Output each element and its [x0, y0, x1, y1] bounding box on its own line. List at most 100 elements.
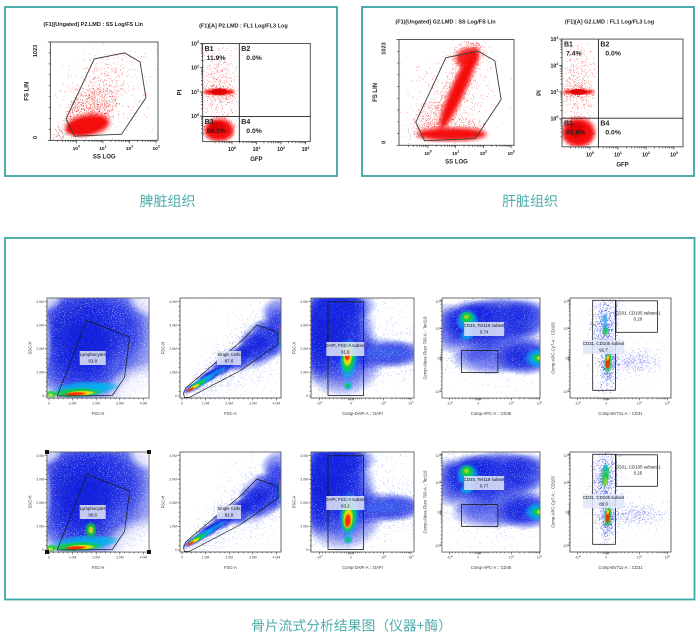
- svg-text:Comp-DAPI-A :: DAPI: Comp-DAPI-A :: DAPI: [342, 565, 383, 570]
- svg-text:0.20: 0.20: [634, 317, 643, 322]
- svg-text:PI: PI: [537, 90, 543, 96]
- svg-text:102: 102: [480, 150, 487, 157]
- svg-text:FSC-A: FSC-A: [224, 565, 237, 570]
- svg-text:-104: -104: [435, 390, 442, 394]
- svg-text:B3: B3: [564, 121, 573, 128]
- svg-text:100: 100: [73, 145, 80, 152]
- svg-text:88.1%: 88.1%: [207, 128, 226, 135]
- svg-text:91.8: 91.8: [225, 513, 234, 518]
- svg-text:GFP: GFP: [250, 157, 262, 163]
- svg-text:101: 101: [551, 89, 559, 96]
- svg-text:1.0M: 1.0M: [300, 371, 308, 375]
- svg-text:(F1)[A] P2.LMD : FL1 Log/FL3 L: (F1)[A] P2.LMD : FL1 Log/FL3 Log: [199, 24, 288, 30]
- svg-text:4.0M: 4.0M: [36, 454, 44, 458]
- svg-text:100: 100: [551, 115, 559, 122]
- svg-text:-104: -104: [575, 401, 582, 405]
- svg-text:100: 100: [191, 113, 199, 120]
- svg-text:0: 0: [175, 394, 177, 398]
- svg-text:2.0M: 2.0M: [300, 347, 308, 351]
- svg-text:FS LIN: FS LIN: [24, 82, 30, 101]
- svg-text:102: 102: [551, 62, 559, 69]
- svg-text:0.0%: 0.0%: [246, 55, 261, 62]
- svg-text:DAPI, FSC-A subset: DAPI, FSC-A subset: [325, 497, 366, 502]
- svg-text:101: 101: [253, 146, 261, 153]
- svg-text:FSC-H: FSC-H: [161, 342, 166, 355]
- svg-text:Comp-DAPI-A :: DAPI: Comp-DAPI-A :: DAPI: [342, 411, 383, 416]
- svg-text:1.0M: 1.0M: [36, 525, 44, 529]
- svg-text:Comp-APC-A :: CD45: Comp-APC-A :: CD45: [471, 411, 512, 416]
- svg-text:FSC-A: FSC-A: [224, 411, 237, 416]
- svg-text:0.0%: 0.0%: [605, 51, 621, 58]
- svg-text:105: 105: [564, 300, 570, 304]
- svg-text:2.0M: 2.0M: [92, 402, 100, 406]
- svg-text:2.0M: 2.0M: [225, 402, 233, 406]
- svg-text:Comp-APC-Cy7-A :: CD105: Comp-APC-Cy7-A :: CD105: [551, 322, 556, 374]
- svg-text:CD45, Ter119 subset: CD45, Ter119 subset: [464, 323, 506, 328]
- svg-text:B4: B4: [241, 119, 250, 126]
- svg-text:104: 104: [564, 481, 570, 485]
- svg-text:FSC-A: FSC-A: [292, 342, 297, 355]
- svg-text:3.0M: 3.0M: [36, 323, 44, 327]
- svg-text:103: 103: [507, 150, 514, 157]
- svg-text:4.0M: 4.0M: [169, 300, 177, 304]
- svg-text:4.0M: 4.0M: [300, 300, 308, 304]
- svg-text:1.0M: 1.0M: [300, 525, 308, 529]
- svg-text:(F1)[Ungated] P2.LMD : SS Log/: (F1)[Ungated] P2.LMD : SS Log/FS Lin: [43, 22, 143, 28]
- svg-text:101: 101: [614, 151, 622, 158]
- svg-text:1.0M: 1.0M: [169, 525, 177, 529]
- svg-text:CD31, CD105 subset-1: CD31, CD105 subset-1: [615, 465, 661, 470]
- svg-text:1.0M: 1.0M: [202, 556, 210, 560]
- svg-text:1.0M: 1.0M: [36, 371, 44, 375]
- svg-text:CD31, CD105 subset: CD31, CD105 subset: [583, 495, 625, 500]
- svg-text:0: 0: [438, 511, 440, 515]
- svg-text:105: 105: [436, 454, 442, 458]
- svg-text:93.2: 93.2: [341, 504, 350, 509]
- svg-text:FS LIN: FS LIN: [373, 83, 379, 102]
- svg-text:0: 0: [382, 141, 388, 144]
- svg-text:105: 105: [665, 401, 671, 405]
- svg-text:88.9: 88.9: [599, 502, 608, 507]
- svg-text:104: 104: [381, 555, 387, 559]
- svg-text:0: 0: [350, 402, 352, 406]
- svg-text:90.6: 90.6: [88, 513, 97, 518]
- svg-text:104: 104: [436, 481, 442, 485]
- svg-text:B1: B1: [564, 42, 573, 49]
- svg-text:101: 101: [452, 150, 459, 157]
- svg-text:104: 104: [509, 401, 515, 405]
- svg-text:7.4%: 7.4%: [566, 51, 582, 58]
- svg-text:104: 104: [637, 555, 643, 559]
- svg-text:104: 104: [436, 327, 442, 331]
- svg-text:105: 105: [537, 555, 543, 559]
- svg-text:0.25: 0.25: [634, 471, 643, 476]
- svg-text:0.77: 0.77: [480, 484, 489, 489]
- svg-text:4.0M: 4.0M: [169, 454, 177, 458]
- svg-text:11.9%: 11.9%: [207, 55, 226, 62]
- svg-text:DAPI, FSC-A subset: DAPI, FSC-A subset: [325, 343, 366, 348]
- svg-text:-104: -104: [575, 555, 582, 559]
- svg-text:3.0M: 3.0M: [116, 556, 124, 560]
- svg-text:105: 105: [408, 555, 414, 559]
- svg-text:2.0M: 2.0M: [92, 556, 100, 560]
- svg-text:FSC-H: FSC-H: [92, 411, 105, 416]
- svg-text:87.6: 87.6: [225, 359, 234, 364]
- svg-text:FSC-A: FSC-A: [292, 496, 297, 509]
- svg-text:-104: -104: [447, 401, 454, 405]
- svg-text:FSC-H: FSC-H: [161, 496, 166, 509]
- svg-text:0: 0: [605, 556, 607, 560]
- svg-text:4.0M: 4.0M: [300, 454, 308, 458]
- svg-text:B1: B1: [205, 46, 214, 53]
- svg-text:2.0M: 2.0M: [36, 347, 44, 351]
- svg-text:0: 0: [175, 548, 177, 552]
- svg-text:1.0M: 1.0M: [169, 371, 177, 375]
- svg-text:1023: 1023: [33, 45, 39, 57]
- svg-text:103: 103: [302, 146, 310, 153]
- svg-text:-104: -104: [435, 544, 442, 548]
- svg-text:3.0M: 3.0M: [300, 323, 308, 327]
- svg-text:100: 100: [586, 151, 594, 158]
- svg-text:92.6%: 92.6%: [566, 130, 585, 137]
- svg-text:0: 0: [605, 402, 607, 406]
- svg-text:4.0M: 4.0M: [273, 556, 281, 560]
- svg-text:SS LOG: SS LOG: [93, 154, 116, 160]
- svg-text:B4: B4: [600, 121, 609, 128]
- svg-text:-104: -104: [563, 544, 570, 548]
